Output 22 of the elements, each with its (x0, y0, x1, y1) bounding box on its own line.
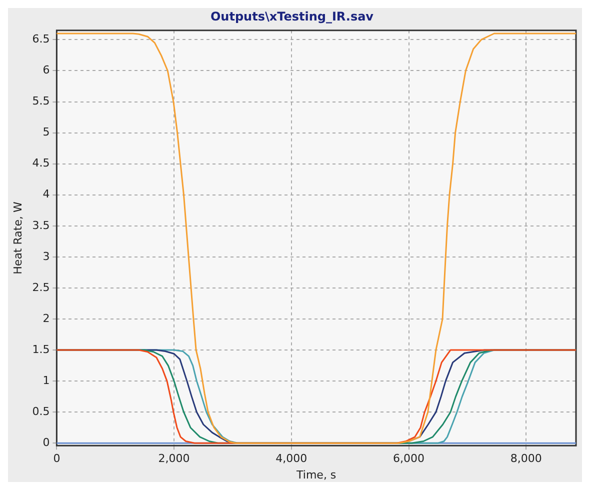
y-tick-label: 0.5 (32, 404, 50, 418)
y-tick-label: 5 (42, 126, 50, 139)
y-tick-label: 4 (42, 188, 50, 201)
x-axis-title: Time, s (296, 468, 336, 482)
y-tick-label: 2.5 (32, 280, 50, 294)
y-tick-label: 1.5 (32, 342, 50, 356)
y-tick-label: 3 (42, 250, 50, 263)
x-tick-label: 6,000 (393, 452, 425, 466)
y-tick-label: 0 (42, 436, 50, 449)
y-tick-label: 1 (42, 374, 50, 387)
y-tick-label: 3.5 (32, 218, 50, 232)
chart-title: Outputs\xTesting_IR.sav (210, 9, 374, 24)
x-tick-label: 0 (53, 452, 60, 466)
y-tick-label: 5.5 (32, 94, 50, 108)
x-tick-label: 2,000 (158, 452, 190, 466)
y-tick-label: 2 (42, 312, 50, 325)
y-tick-label: 6 (42, 64, 50, 77)
x-tick-label: 8,000 (510, 452, 542, 466)
y-tick-label: 6.5 (32, 32, 50, 46)
x-tick-label: 4,000 (276, 452, 308, 466)
y-axis-title: Heat Rate, W (11, 202, 24, 274)
y-tick-label: 4.5 (32, 156, 50, 170)
